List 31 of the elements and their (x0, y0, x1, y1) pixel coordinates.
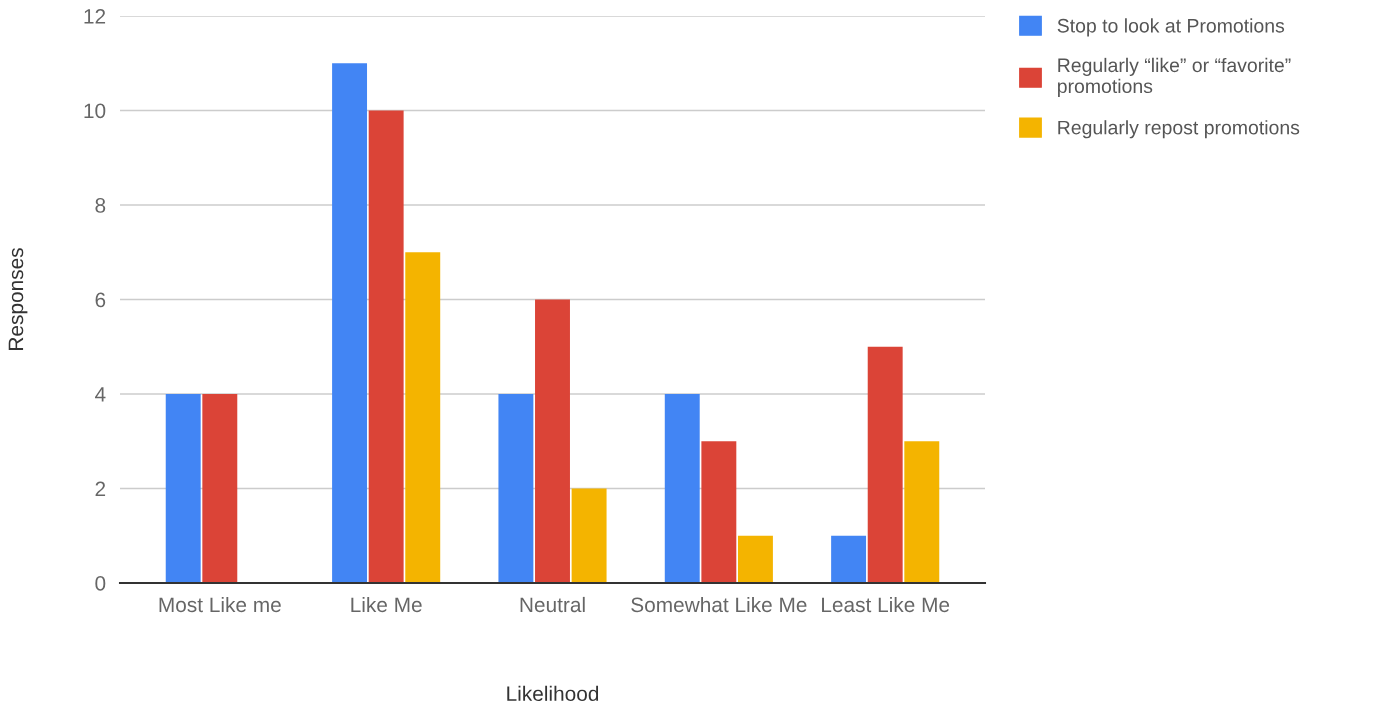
y-axis-title: Responses (8, 248, 28, 350)
x-tick-label: Most Like me (159, 596, 281, 613)
bar (202, 394, 238, 583)
y-tick-label: 12 (84, 9, 106, 24)
y-tick-label: 4 (95, 387, 106, 402)
bar (535, 299, 570, 583)
legend-label: Regularly “like” or “favorite” promotions (1058, 57, 1291, 97)
x-tick-label: Least Like Me (822, 596, 950, 613)
bar (332, 63, 368, 583)
bar (904, 441, 940, 583)
y-tick-label: 8 (95, 198, 106, 213)
bar (165, 394, 201, 583)
bar (664, 394, 700, 583)
bar (867, 346, 903, 583)
bar (701, 441, 737, 583)
bar (737, 535, 773, 583)
bar (571, 488, 607, 583)
y-tick-label: 2 (95, 481, 106, 497)
bar (368, 110, 404, 583)
x-tick-label: Like Me (351, 596, 422, 613)
bar (405, 252, 441, 583)
x-tick-label: Neutral (520, 596, 585, 613)
x-tick-label: Somewhat Like Me (631, 596, 807, 613)
y-tick-label: 10 (84, 103, 106, 119)
x-axis-title: Likelihood (507, 685, 599, 702)
y-tick-label: 6 (95, 292, 106, 308)
y-tick-label: 0 (95, 576, 106, 591)
bar (498, 394, 534, 583)
legend-label: Stop to look at Promotions (1057, 18, 1285, 37)
bar (831, 535, 867, 583)
legend-label: Regularly repost promotions (1058, 120, 1300, 139)
